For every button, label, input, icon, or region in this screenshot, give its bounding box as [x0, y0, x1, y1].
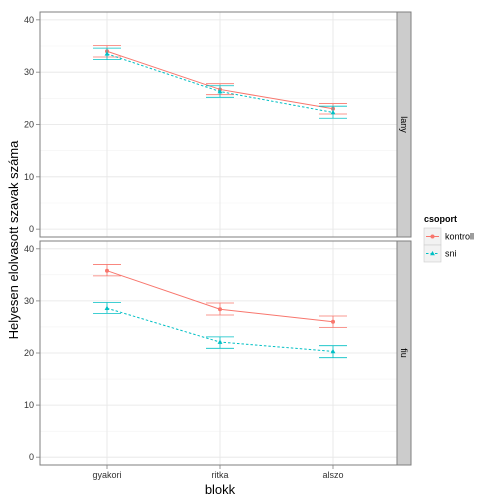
y-tick-label: 0 [29, 224, 34, 234]
legend-title: csoport [424, 214, 457, 224]
data-point [217, 339, 223, 344]
data-point [105, 268, 109, 273]
data-point [331, 319, 335, 324]
series-kontroll [93, 264, 347, 328]
y-tick-label: 30 [24, 296, 34, 306]
legend-entry-kontroll: kontroll [423, 227, 474, 246]
facet-panel-lany: 0 10 20 30 40 lany [24, 11, 412, 238]
y-tick-label: 40 [24, 15, 34, 25]
y-tick-label: 10 [24, 400, 34, 410]
strip-label: lany [399, 116, 409, 133]
data-point [217, 88, 223, 94]
x-tick-label: ritka [211, 470, 228, 480]
series-sni [93, 302, 347, 359]
strip-background [396, 11, 412, 238]
x-axis-title: blokk [205, 482, 236, 497]
y-tick-label: 40 [24, 244, 34, 254]
data-point [218, 307, 222, 312]
x-tick-label: alszo [322, 470, 343, 480]
y-tick-label: 0 [29, 452, 34, 462]
y-tick-label: 10 [24, 172, 34, 182]
legend-label: kontroll [445, 232, 474, 242]
strip-label: fiu [399, 348, 409, 358]
legend: csoport kontroll sni [423, 214, 474, 263]
y-tick-label: 30 [24, 67, 34, 77]
x-tick-label: gyakori [92, 470, 121, 480]
data-point [330, 348, 336, 354]
y-tick-label: 20 [24, 348, 34, 358]
x-axis: gyakori ritka alszo [92, 465, 344, 480]
facet-panel-fiu: 0 10 20 30 40 fiu [24, 240, 412, 466]
legend-label: sni [445, 249, 457, 259]
y-axis-title: Helyesen elolvasott szavak száma [6, 140, 21, 339]
data-point [330, 109, 336, 115]
y-tick-label: 20 [24, 120, 34, 130]
legend-entry-sni: sni [423, 244, 457, 263]
data-point [104, 51, 110, 56]
data-point [104, 305, 110, 310]
series-sni [93, 47, 347, 119]
strip-background [396, 240, 412, 466]
